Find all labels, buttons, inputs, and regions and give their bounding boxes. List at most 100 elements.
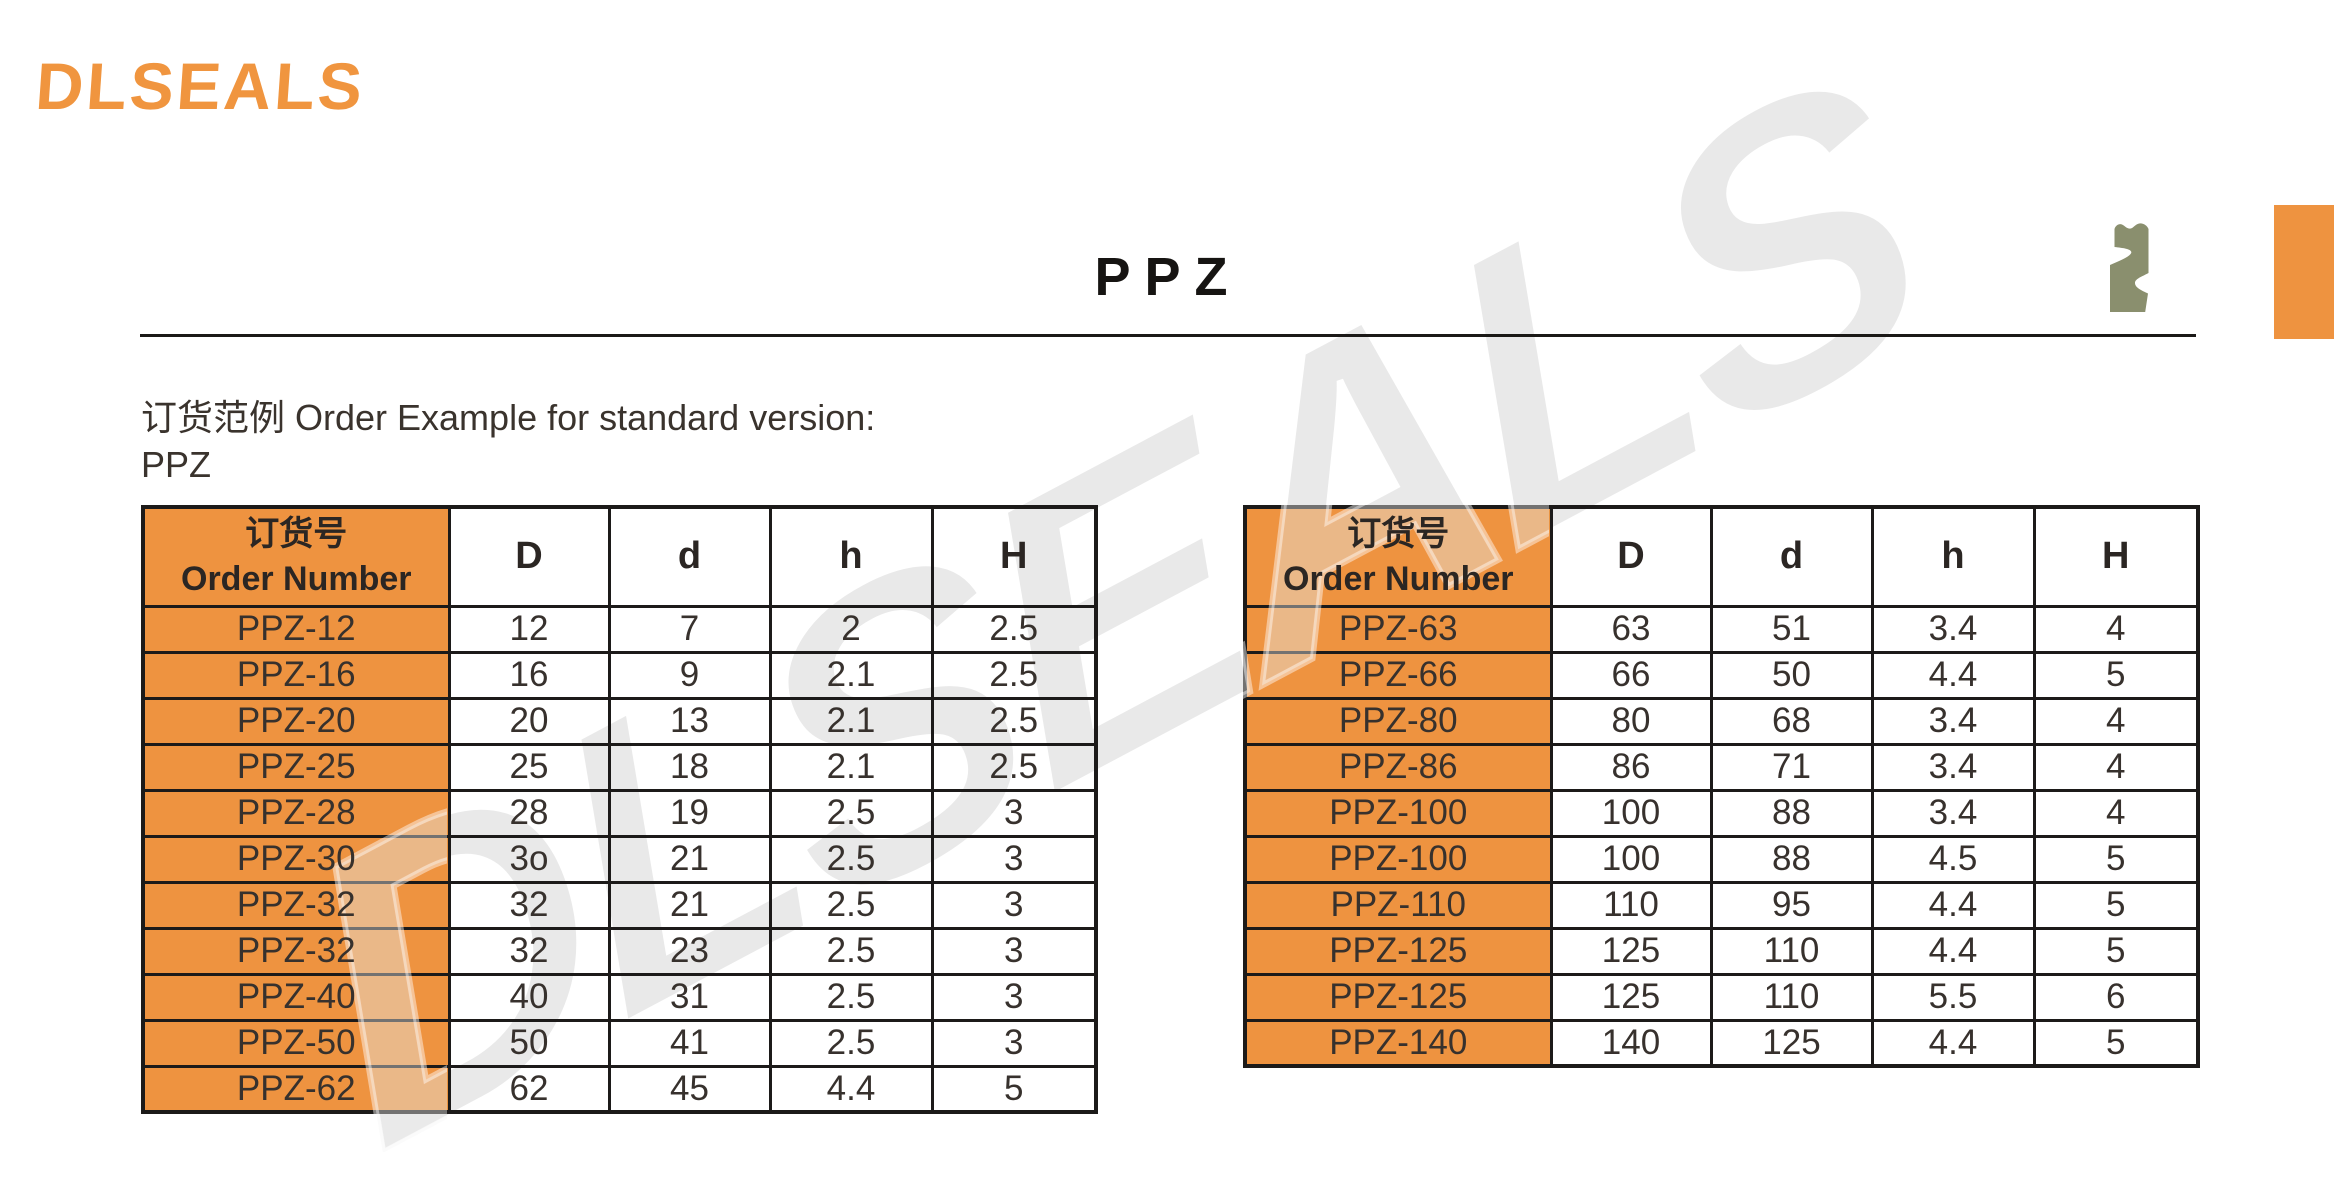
order-number-cell: PPZ-30 bbox=[141, 834, 451, 884]
value-cell-D: 100 bbox=[1549, 834, 1713, 884]
value-cell-d: 71 bbox=[1709, 742, 1874, 792]
value-cell-d: 7 bbox=[607, 604, 772, 654]
order-number-cell: PPZ-100 bbox=[1243, 834, 1553, 884]
value-cell-D: 50 bbox=[447, 1018, 611, 1068]
spec-table-right: 订货号 Order Number D d h H PPZ-63 63 51 3.… bbox=[1243, 505, 2200, 1068]
value-cell-h: 4.5 bbox=[1870, 834, 2036, 884]
order-number-cell: PPZ-20 bbox=[141, 696, 451, 746]
table-row: PPZ-66 66 50 4.4 5 bbox=[1243, 650, 2200, 700]
order-number-cell: PPZ-25 bbox=[141, 742, 451, 792]
value-cell-D: 66 bbox=[1549, 650, 1713, 700]
value-cell-D: 125 bbox=[1549, 972, 1713, 1022]
col-header-d: d bbox=[1709, 505, 1874, 608]
value-cell-h: 2.5 bbox=[768, 880, 934, 930]
table-row: PPZ-40 40 31 2.5 3 bbox=[141, 972, 1098, 1022]
value-cell-h: 3.4 bbox=[1870, 696, 2036, 746]
value-cell-H: 5 bbox=[2032, 1018, 2200, 1068]
value-cell-H: 2.5 bbox=[930, 696, 1098, 746]
value-cell-h: 4.4 bbox=[1870, 880, 2036, 930]
order-number-header-en: Order Number bbox=[181, 559, 412, 598]
value-cell-H: 3 bbox=[930, 926, 1098, 976]
order-number-cell: PPZ-32 bbox=[141, 926, 451, 976]
table-row: PPZ-140 140 125 4.4 5 bbox=[1243, 1018, 2200, 1068]
table-row: PPZ-25 25 18 2.1 2.5 bbox=[141, 742, 1098, 792]
page-title: PPZ bbox=[1094, 247, 1242, 307]
value-cell-D: 80 bbox=[1549, 696, 1713, 746]
value-cell-d: 88 bbox=[1709, 788, 1874, 838]
col-header-D: D bbox=[1549, 505, 1713, 608]
order-number-cell: PPZ-125 bbox=[1243, 926, 1553, 976]
value-cell-D: 86 bbox=[1549, 742, 1713, 792]
value-cell-h: 5.5 bbox=[1870, 972, 2036, 1022]
order-example-line2: PPZ bbox=[141, 444, 212, 485]
table-row: PPZ-125 125 110 5.5 6 bbox=[1243, 972, 2200, 1022]
value-cell-d: 95 bbox=[1709, 880, 1874, 930]
order-number-header-zh: 订货号 bbox=[245, 514, 348, 553]
value-cell-D: 63 bbox=[1549, 604, 1713, 654]
value-cell-d: 68 bbox=[1709, 696, 1874, 746]
order-number-header-en: Order Number bbox=[1283, 559, 1514, 598]
value-cell-h: 2.1 bbox=[768, 696, 934, 746]
table-row: PPZ-62 62 45 4.4 5 bbox=[141, 1064, 1098, 1114]
table-row: PPZ-125 125 110 4.4 5 bbox=[1243, 926, 2200, 976]
value-cell-D: 62 bbox=[447, 1064, 611, 1114]
order-number-cell: PPZ-50 bbox=[141, 1018, 451, 1068]
order-number-cell: PPZ-16 bbox=[141, 650, 451, 700]
value-cell-h: 4.4 bbox=[1870, 650, 2036, 700]
order-number-header: 订货号 Order Number bbox=[1243, 505, 1553, 608]
value-cell-H: 4 bbox=[2032, 788, 2200, 838]
table-row: PPZ-86 86 71 3.4 4 bbox=[1243, 742, 2200, 792]
table-row: PPZ-110 110 95 4.4 5 bbox=[1243, 880, 2200, 930]
table-row: PPZ-30 3o 21 2.5 3 bbox=[141, 834, 1098, 884]
order-number-cell: PPZ-125 bbox=[1243, 972, 1553, 1022]
value-cell-h: 2.5 bbox=[768, 926, 934, 976]
value-cell-D: 3o bbox=[447, 834, 611, 884]
value-cell-h: 3.4 bbox=[1870, 788, 2036, 838]
value-cell-D: 32 bbox=[447, 880, 611, 930]
col-header-h: h bbox=[768, 505, 934, 608]
value-cell-d: 21 bbox=[607, 834, 772, 884]
value-cell-H: 4 bbox=[2032, 604, 2200, 654]
col-header-h: h bbox=[1870, 505, 2036, 608]
order-number-cell: PPZ-28 bbox=[141, 788, 451, 838]
seal-profile-icon bbox=[2110, 223, 2149, 312]
value-cell-D: 32 bbox=[447, 926, 611, 976]
value-cell-d: 23 bbox=[607, 926, 772, 976]
value-cell-H: 5 bbox=[2032, 926, 2200, 976]
value-cell-D: 40 bbox=[447, 972, 611, 1022]
table-row: PPZ-20 20 13 2.1 2.5 bbox=[141, 696, 1098, 746]
value-cell-d: 45 bbox=[607, 1064, 772, 1114]
value-cell-D: 110 bbox=[1549, 880, 1713, 930]
order-number-cell: PPZ-63 bbox=[1243, 604, 1553, 654]
value-cell-H: 3 bbox=[930, 788, 1098, 838]
value-cell-d: 18 bbox=[607, 742, 772, 792]
value-cell-H: 2.5 bbox=[930, 742, 1098, 792]
value-cell-D: 100 bbox=[1549, 788, 1713, 838]
order-number-cell: PPZ-140 bbox=[1243, 1018, 1553, 1068]
value-cell-d: 41 bbox=[607, 1018, 772, 1068]
value-cell-h: 4.4 bbox=[1870, 926, 2036, 976]
value-cell-h: 4.4 bbox=[768, 1064, 934, 1114]
value-cell-h: 2.1 bbox=[768, 650, 934, 700]
value-cell-h: 3.4 bbox=[1870, 742, 2036, 792]
value-cell-d: 13 bbox=[607, 696, 772, 746]
value-cell-d: 31 bbox=[607, 972, 772, 1022]
order-example: 订货范例 Order Example for standard version:… bbox=[141, 394, 875, 488]
value-cell-D: 16 bbox=[447, 650, 611, 700]
title-underline bbox=[140, 334, 2196, 337]
table-row: PPZ-28 28 19 2.5 3 bbox=[141, 788, 1098, 838]
table-row: PPZ-50 50 41 2.5 3 bbox=[141, 1018, 1098, 1068]
order-number-cell: PPZ-32 bbox=[141, 880, 451, 930]
order-number-cell: PPZ-100 bbox=[1243, 788, 1553, 838]
order-number-cell: PPZ-86 bbox=[1243, 742, 1553, 792]
value-cell-d: 21 bbox=[607, 880, 772, 930]
order-number-header-zh: 订货号 bbox=[1347, 514, 1450, 553]
brand-logo: DLSEALS bbox=[33, 49, 368, 123]
value-cell-D: 20 bbox=[447, 696, 611, 746]
value-cell-d: 51 bbox=[1709, 604, 1874, 654]
table-row: PPZ-32 32 23 2.5 3 bbox=[141, 926, 1098, 976]
value-cell-h: 4.4 bbox=[1870, 1018, 2036, 1068]
order-number-header: 订货号 Order Number bbox=[141, 505, 451, 608]
value-cell-H: 5 bbox=[2032, 880, 2200, 930]
value-cell-h: 2.5 bbox=[768, 1018, 934, 1068]
